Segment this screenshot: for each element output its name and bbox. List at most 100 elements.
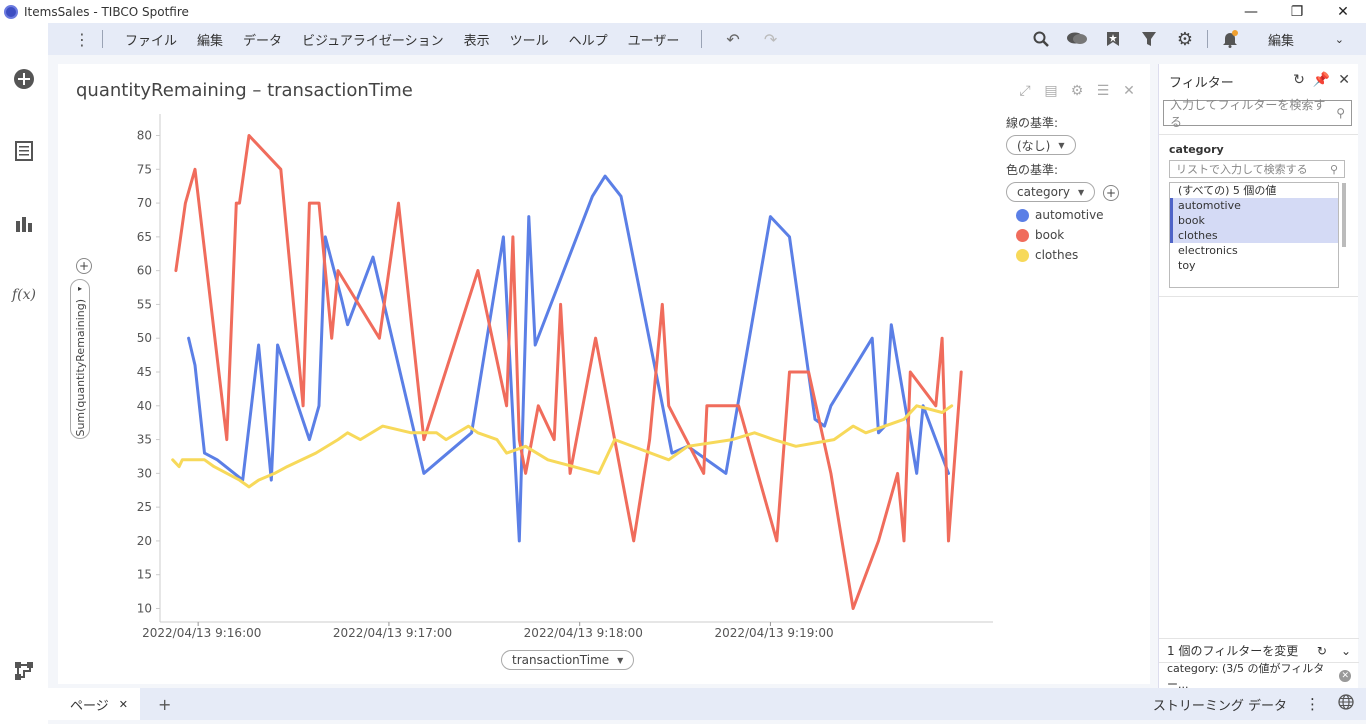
function-icon[interactable]: f(x) xyxy=(12,287,37,303)
legend-swatch xyxy=(1016,228,1029,242)
menu-separator xyxy=(102,30,103,48)
legend-items: automotive book clothes xyxy=(1006,208,1136,262)
visualization-panel[interactable]: 10 15 20 25 30 35 40 45 50 55 60 65 70 75 80 2022/04/13… xyxy=(58,64,1150,684)
menu-separator xyxy=(701,30,703,48)
filter-summary-row[interactable]: category: (3/5 の値がフィルター... ✕ xyxy=(1159,662,1359,691)
mode-dropdown[interactable]: 編集 ⌄ xyxy=(1258,27,1354,51)
category-listbox[interactable]: (すべての) 5 個の値 automotive book clothes ele… xyxy=(1169,182,1346,288)
pin-icon[interactable]: 📌 xyxy=(1312,72,1331,88)
y-tick-label: 70 xyxy=(137,196,152,210)
legend-label: automotive xyxy=(1035,208,1104,222)
menu-data[interactable]: データ xyxy=(243,33,283,49)
y-tick-label: 55 xyxy=(137,297,152,311)
page-tab[interactable]: ページ ✕ xyxy=(48,688,140,720)
list-search-placeholder: リストで入力して検索する xyxy=(1176,163,1308,176)
filter-footer: 1 個のフィルターを変更 ↻ ⌄ category: (3/5 の値がフィルター… xyxy=(1159,638,1359,691)
visualization-types-icon[interactable] xyxy=(12,211,36,235)
menu-user[interactable]: ユーザー xyxy=(627,33,680,49)
search-icon[interactable] xyxy=(1023,23,1059,55)
bookmark-icon[interactable] xyxy=(1095,23,1131,55)
maximize-icon[interactable]: ⤢ xyxy=(1019,83,1031,99)
undo-icon[interactable]: ↶ xyxy=(726,29,740,49)
window-title: ItemsSales - TIBCO Spotfire xyxy=(24,4,189,19)
redo-icon[interactable]: ↷ xyxy=(763,29,778,49)
filter-changed-text: 1 個のフィルターを変更 xyxy=(1167,644,1299,658)
add-data-icon[interactable] xyxy=(12,67,36,91)
chevron-right-icon: ▸ xyxy=(77,284,82,293)
mode-value: 編集 xyxy=(1268,33,1295,49)
list-item[interactable]: automotive xyxy=(1170,198,1338,213)
page-tab-label: ページ xyxy=(70,698,109,714)
more-vertical-icon[interactable]: ⋮ xyxy=(74,29,90,49)
list-icon[interactable]: ☰ xyxy=(1096,83,1110,99)
globe-icon[interactable] xyxy=(1338,694,1354,714)
collaboration-icon[interactable] xyxy=(1059,23,1095,55)
x-tick-label: 2022/04/13 9:19:00 xyxy=(714,626,833,640)
more-vertical-icon[interactable]: ⋮ xyxy=(1305,695,1320,713)
line-by-label: 線の基準: xyxy=(1006,116,1059,130)
y-tick-label: 45 xyxy=(137,365,152,379)
clear-filter-icon[interactable]: ✕ xyxy=(1339,669,1351,682)
menu-view[interactable]: 表示 xyxy=(463,33,490,49)
series-line-clothes xyxy=(171,404,954,489)
add-y-axis-icon[interactable]: + xyxy=(76,258,92,274)
filter-icon[interactable] xyxy=(1131,23,1167,55)
category-filter: category リストで入力して検索する ⚲ (すべての) 5 個の値 aut… xyxy=(1159,134,1358,297)
data-table-icon[interactable] xyxy=(12,139,36,163)
legend-item-automotive[interactable]: automotive xyxy=(1006,208,1136,222)
listbox-scrollbar[interactable] xyxy=(1342,183,1346,247)
viz-settings-gear-icon[interactable]: ⚙ xyxy=(1070,83,1084,99)
filter-search-input[interactable]: 入力してフィルターを検索する ⚲ xyxy=(1163,98,1352,129)
filter-header: フィルター ↻ 📌 ✕ xyxy=(1159,64,1358,98)
series-line-automotive xyxy=(187,174,950,543)
notification-bell-icon[interactable] xyxy=(1212,23,1248,55)
list-item[interactable]: electronics xyxy=(1178,244,1238,257)
list-item[interactable]: toy xyxy=(1178,259,1196,272)
menu-visualization[interactable]: ビジュアライゼーション xyxy=(302,33,444,49)
x-axis-label: transactionTime xyxy=(512,653,610,667)
legend-item-book[interactable]: book xyxy=(1006,228,1136,242)
filter-panel: フィルター ↻ 📌 ✕ 入力してフィルターを検索する ⚲ category リス… xyxy=(1158,64,1359,691)
y-axis-label: Sum(quantityRemaining) xyxy=(73,299,87,437)
x-axis-selector[interactable]: transactionTime ▼ xyxy=(501,650,635,670)
menu-edit[interactable]: 編集 xyxy=(197,33,224,49)
data-canvas-icon[interactable] xyxy=(12,659,36,683)
close-page-icon[interactable]: ✕ xyxy=(118,697,128,711)
y-tick-label: 60 xyxy=(137,264,152,278)
restore-icon[interactable]: ❐ xyxy=(1290,3,1304,20)
y-tick-label: 75 xyxy=(137,162,152,176)
minimize-icon[interactable]: — xyxy=(1244,3,1258,20)
caret-down-icon: ▼ xyxy=(617,655,624,665)
spotfire-app-icon xyxy=(4,4,18,19)
color-by-label: 色の基準: xyxy=(1006,163,1059,177)
list-item[interactable]: clothes xyxy=(1170,228,1338,243)
x-tick-label: 2022/04/13 9:17:00 xyxy=(333,626,452,640)
visualization-title[interactable]: quantityRemaining – transactionTime xyxy=(76,80,413,101)
close-visualization-icon[interactable]: ✕ xyxy=(1123,83,1135,99)
line-chart[interactable]: 10 15 20 25 30 35 40 45 50 55 60 65 70 75 80 2022/04/13… xyxy=(58,64,998,684)
reset-icon[interactable]: ↻ xyxy=(1316,643,1327,658)
y-tick-label: 50 xyxy=(137,331,152,345)
reset-filters-icon[interactable]: ↻ xyxy=(1293,72,1305,88)
list-search-input[interactable]: リストで入力して検索する ⚲ xyxy=(1169,160,1345,178)
close-filter-panel-icon[interactable]: ✕ xyxy=(1338,72,1350,88)
menu-tools[interactable]: ツール xyxy=(509,33,549,49)
filter-changed-row[interactable]: 1 個のフィルターを変更 ↻ ⌄ xyxy=(1159,638,1359,662)
export-icon[interactable]: ▤ xyxy=(1044,83,1058,99)
close-window-icon[interactable]: ✕ xyxy=(1337,3,1349,20)
gear-icon[interactable]: ⚙ xyxy=(1176,28,1194,50)
window-titlebar: ItemsSales - TIBCO Spotfire — ❐ ✕ xyxy=(0,0,1366,23)
chevron-down-icon[interactable]: ⌄ xyxy=(1340,643,1351,658)
color-by-selector[interactable]: category ▼ xyxy=(1006,182,1096,202)
y-axis-selector[interactable]: ▸ Sum(quantityRemaining) xyxy=(70,279,90,439)
list-item[interactable]: (すべての) 5 個の値 xyxy=(1178,184,1277,197)
y-tick-label: 30 xyxy=(137,466,152,480)
add-color-by-icon[interactable]: + xyxy=(1103,184,1120,201)
list-item[interactable]: book xyxy=(1170,213,1338,228)
menu-help[interactable]: ヘルプ xyxy=(568,33,608,49)
add-page-icon[interactable]: + xyxy=(158,694,172,714)
line-by-selector[interactable]: (なし) ▼ xyxy=(1006,135,1076,155)
menu-file[interactable]: ファイル xyxy=(125,33,178,49)
legend-item-clothes[interactable]: clothes xyxy=(1006,248,1136,262)
streaming-data-label[interactable]: ストリーミング データ xyxy=(1152,698,1287,714)
